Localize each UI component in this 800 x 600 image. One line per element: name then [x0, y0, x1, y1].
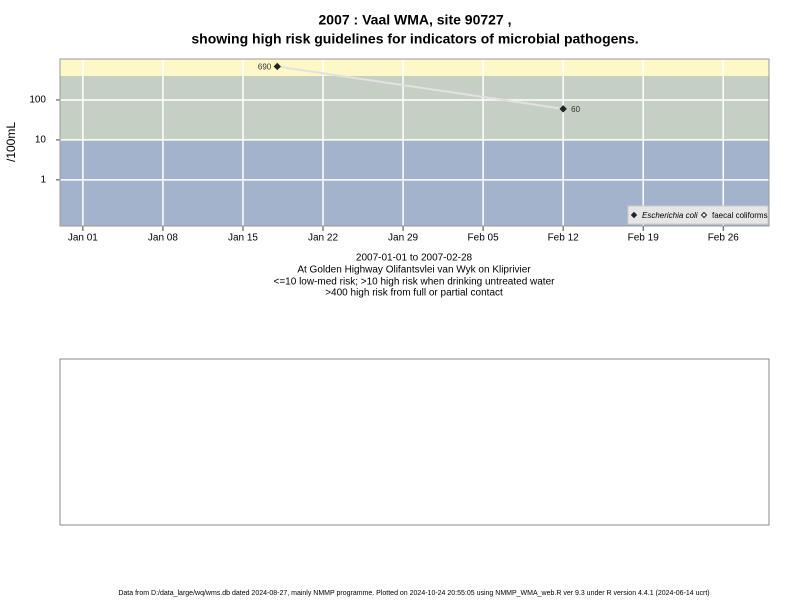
y-tick-label: 10	[35, 135, 47, 146]
data-point	[273, 62, 281, 71]
data-label: 690	[258, 63, 272, 72]
x-tick-label: Jan 15	[228, 233, 258, 244]
legend-box	[627, 205, 769, 225]
legend-marker	[630, 211, 638, 219]
risk-band	[60, 59, 769, 76]
x-tick-label: Feb 26	[708, 233, 740, 244]
x-tick-label: Jan 22	[308, 233, 338, 244]
y-tick-label: 1	[40, 175, 46, 186]
x-tick-label: Feb 12	[548, 233, 580, 244]
x-tick-label: Jan 01	[68, 233, 98, 244]
legend-label: faecal coliforms	[712, 211, 768, 220]
legend-label: Escherichia coli	[642, 211, 698, 220]
x-tick-label: Jan 08	[148, 233, 178, 244]
x-tick-label: Feb 19	[628, 233, 660, 244]
note: 2007-01-01 to 2007-02-28	[356, 253, 473, 264]
data-label: 60	[571, 105, 580, 114]
legend: Escherichia coli faecal coliforms	[627, 205, 769, 225]
note: >400 high risk from full or partial cont…	[325, 288, 503, 299]
y-tick-label: 100	[29, 95, 46, 106]
chart-title: showing high risk guidelines for indicat…	[191, 31, 638, 47]
plot-frame	[59, 58, 770, 227]
risk-band	[60, 75, 769, 140]
chart-title: 2007 : Vaal WMA, site 90727 ,	[319, 12, 512, 28]
note: <=10 low-med risk; >10 high risk when dr…	[274, 277, 556, 288]
note: At Golden Highway Olifantsvlei van Wyk o…	[297, 265, 531, 276]
empty-panel	[59, 358, 770, 526]
data-point	[559, 105, 567, 113]
series-line	[277, 65, 564, 110]
y-axis-label: /100mL	[4, 122, 18, 162]
legend-marker	[700, 211, 708, 219]
footer: Data from D:/data_large/wq/wms.db dated …	[118, 590, 709, 597]
x-tick-label: Jan 29	[388, 233, 418, 244]
x-tick-label: Feb 05	[468, 233, 500, 244]
